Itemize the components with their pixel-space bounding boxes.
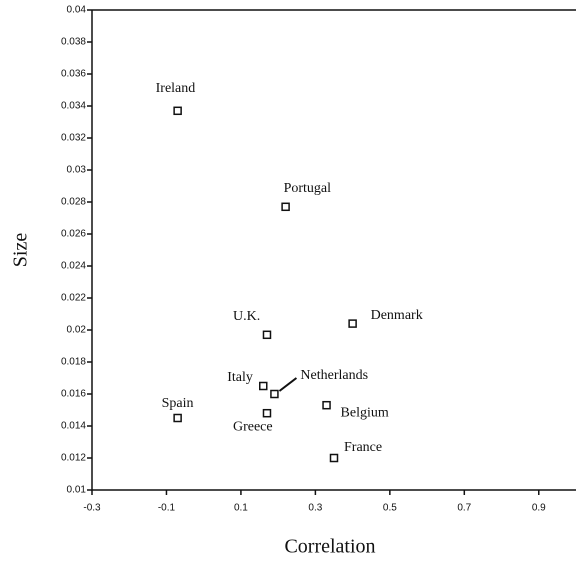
x-tick-label: 0.1 <box>234 503 248 514</box>
point-label: Ireland <box>156 81 196 96</box>
point-label: Portugal <box>284 181 332 196</box>
point <box>322 400 331 410</box>
y-tick-label: 0.036 <box>61 69 86 80</box>
point-label: France <box>344 440 382 455</box>
y-tick-label: 0.012 <box>61 453 86 464</box>
y-tick-label: 0.01 <box>67 485 87 496</box>
x-tick-label: 0.7 <box>457 503 471 514</box>
y-tick-label: 0.028 <box>61 197 86 208</box>
x-axis-label: Correlation <box>284 536 375 558</box>
y-axis-label: Size <box>10 233 32 268</box>
y-tick-label: 0.022 <box>61 293 86 304</box>
point <box>173 413 182 423</box>
point-label: Spain <box>162 396 194 411</box>
point-label: Denmark <box>371 308 423 323</box>
x-tick-label: 0.5 <box>383 503 397 514</box>
point <box>270 389 279 399</box>
y-tick-label: 0.034 <box>61 101 86 112</box>
y-tick-label: 0.032 <box>61 133 86 144</box>
y-tick-label: 0.016 <box>61 389 86 400</box>
y-tick-label: 0.02 <box>67 325 87 336</box>
point <box>348 319 357 328</box>
point <box>262 408 272 418</box>
point <box>262 330 272 340</box>
y-tick-label: 0.014 <box>61 421 86 432</box>
point-label: U.K. <box>233 309 260 324</box>
y-tick-label: 0.026 <box>61 229 86 240</box>
x-tick-label: 0.3 <box>308 503 322 514</box>
y-tick-label: 0.03 <box>67 165 87 176</box>
y-tick-label: 0.038 <box>61 37 86 48</box>
x-tick-label: 0.9 <box>532 503 546 514</box>
y-tick-label: 0.024 <box>61 261 86 272</box>
point <box>329 453 339 463</box>
point <box>173 106 182 116</box>
point-label: Netherlands <box>300 368 368 383</box>
point-label: Greece <box>233 419 273 434</box>
point <box>281 202 290 212</box>
y-tick-label: 0.018 <box>61 357 86 368</box>
x-tick-label: -0.3 <box>83 503 101 514</box>
point-label: Italy <box>227 370 253 385</box>
y-tick-label: 0.04 <box>67 5 87 16</box>
leader-line <box>278 377 298 392</box>
point <box>259 381 268 391</box>
x-tick-label: -0.1 <box>158 503 176 514</box>
point-label: Belgium <box>341 405 389 420</box>
